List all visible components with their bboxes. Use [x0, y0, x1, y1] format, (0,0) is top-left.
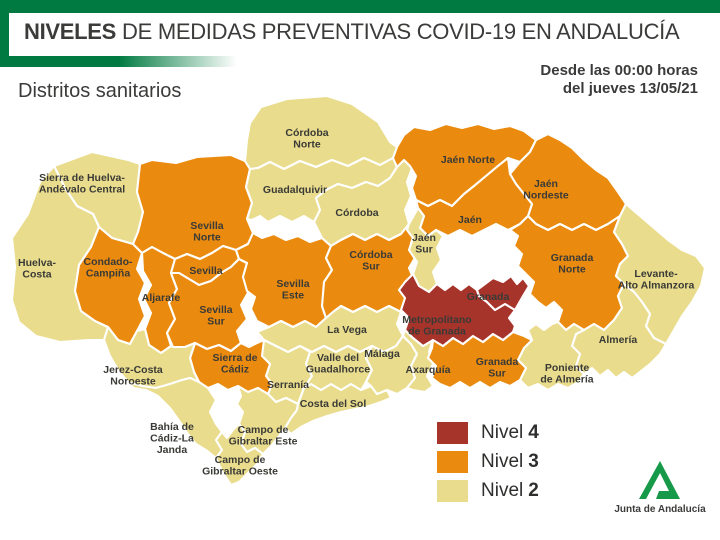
district-label-levante: Levante-Alto Almanzora: [618, 268, 695, 292]
district-label-serrania: Serranía: [267, 379, 309, 391]
district-label-jaen-sur: Jaén Sur: [412, 232, 436, 256]
district-label-valle-guadalhorce: Valle del Guadalhorce: [306, 352, 370, 376]
effective-date-line2: del jueves 13/05/21: [562, 80, 698, 97]
legend-swatch-nivel-2: [437, 480, 468, 502]
district-campo-gibraltar-oeste: [214, 422, 265, 487]
district-label-campo-gibraltar-oeste: Campo de Gibraltar Oeste: [202, 454, 278, 478]
district-label-cordoba-norte: Córdoba Norte: [285, 127, 328, 151]
district-label-sierra-cadiz: Sierra de Cádiz: [213, 352, 258, 376]
district-label-costa-sol: Costa del Sol: [300, 398, 367, 410]
legend-label-nivel-2: Nivel 2: [481, 480, 539, 501]
title-green-underline: [9, 56, 237, 67]
header-green-bar: [0, 0, 720, 13]
legend-row-nivel-4: Nivel 4: [437, 422, 539, 444]
district-label-cordoba: Córdoba: [335, 207, 378, 219]
district-jaen-sur: [405, 206, 445, 294]
legend-swatch-nivel-3: [437, 451, 468, 473]
junta-andalucia-logo: Junta de Andalucía: [607, 458, 713, 515]
district-label-guadalquivir: Guadalquivir: [263, 184, 327, 196]
page-title-rest: DE MEDIDAS PREVENTIVAS COVID-19 EN ANDAL…: [122, 19, 680, 44]
district-label-sierra-huelva: Sierra de Huelva-Andévalo Central: [39, 172, 126, 196]
page-title: NIVELES DE MEDIDAS PREVENTIVAS COVID-19 E…: [24, 19, 680, 45]
legend-label-nivel-4: Nivel 4: [481, 422, 539, 443]
district-label-cordoba-sur: Córdoba Sur: [349, 249, 392, 273]
district-label-malaga: Málaga: [364, 348, 400, 360]
legend-label-nivel-3: Nivel 3: [481, 451, 539, 472]
district-almeria: [570, 282, 668, 380]
district-label-huelva-costa: Huelva-Costa: [18, 257, 56, 281]
district-valle-guadalhorce: [302, 344, 374, 392]
district-granada: [475, 274, 531, 312]
district-label-jaen-norte: Jaén Norte: [441, 154, 495, 166]
level-legend: Nivel 4 Nivel 3 Nivel 2: [437, 422, 539, 509]
district-label-poniente: Poniente de Almería: [540, 362, 593, 386]
district-label-sevilla-sur: Sevilla Sur: [199, 304, 232, 328]
legend-row-nivel-3: Nivel 3: [437, 451, 539, 473]
district-label-sevilla-norte: Sevilla Norte: [190, 220, 223, 244]
district-label-aljarafe: Aljarafe: [142, 292, 181, 304]
district-label-la-vega: La Vega: [327, 324, 367, 336]
junta-andalucia-a-icon: [639, 461, 680, 499]
district-label-jerez: Jerez-Costa Noroeste: [103, 364, 163, 388]
district-label-almeria: Almería: [599, 334, 638, 346]
effective-date: Desde las 00:00 horas del jueves 13/05/2…: [540, 62, 698, 98]
header-green-left-strip: [0, 0, 9, 67]
district-label-metropolitano-granada: Metropolitano de Granada: [402, 314, 471, 338]
legend-swatch-nivel-4: [437, 422, 468, 444]
district-label-campo-gibraltar-este: Campo de Gibraltar Este: [229, 424, 298, 448]
district-label-axarquia: Axarquía: [406, 364, 451, 376]
district-label-bahia-cadiz: Bahía de Cádiz-La Janda: [150, 421, 194, 456]
legend-row-nivel-2: Nivel 2: [437, 480, 539, 502]
district-metropolitano-granada: [397, 272, 517, 348]
district-label-jaen: Jaén: [458, 214, 482, 226]
district-sevilla-sur: [165, 257, 251, 353]
district-label-granada-sur: Granada Sur: [476, 356, 519, 380]
district-label-sevilla: Sevilla: [189, 265, 222, 277]
subtitle: Distritos sanitarios: [18, 80, 182, 102]
district-label-granada-norte: Granada Norte: [551, 252, 594, 276]
page-title-bold: NIVELES: [24, 19, 117, 44]
district-label-sevilla-este: Sevilla Este: [276, 278, 309, 302]
district-label-granada: Granada: [467, 291, 510, 303]
effective-date-line1: Desde las 00:00 horas: [540, 62, 698, 79]
district-label-condado-campina: Condado-Campiña: [84, 256, 133, 280]
junta-andalucia-logo-text: Junta de Andalucía: [614, 504, 706, 515]
district-label-jaen-nordeste: Jaén Nordeste: [523, 178, 569, 202]
